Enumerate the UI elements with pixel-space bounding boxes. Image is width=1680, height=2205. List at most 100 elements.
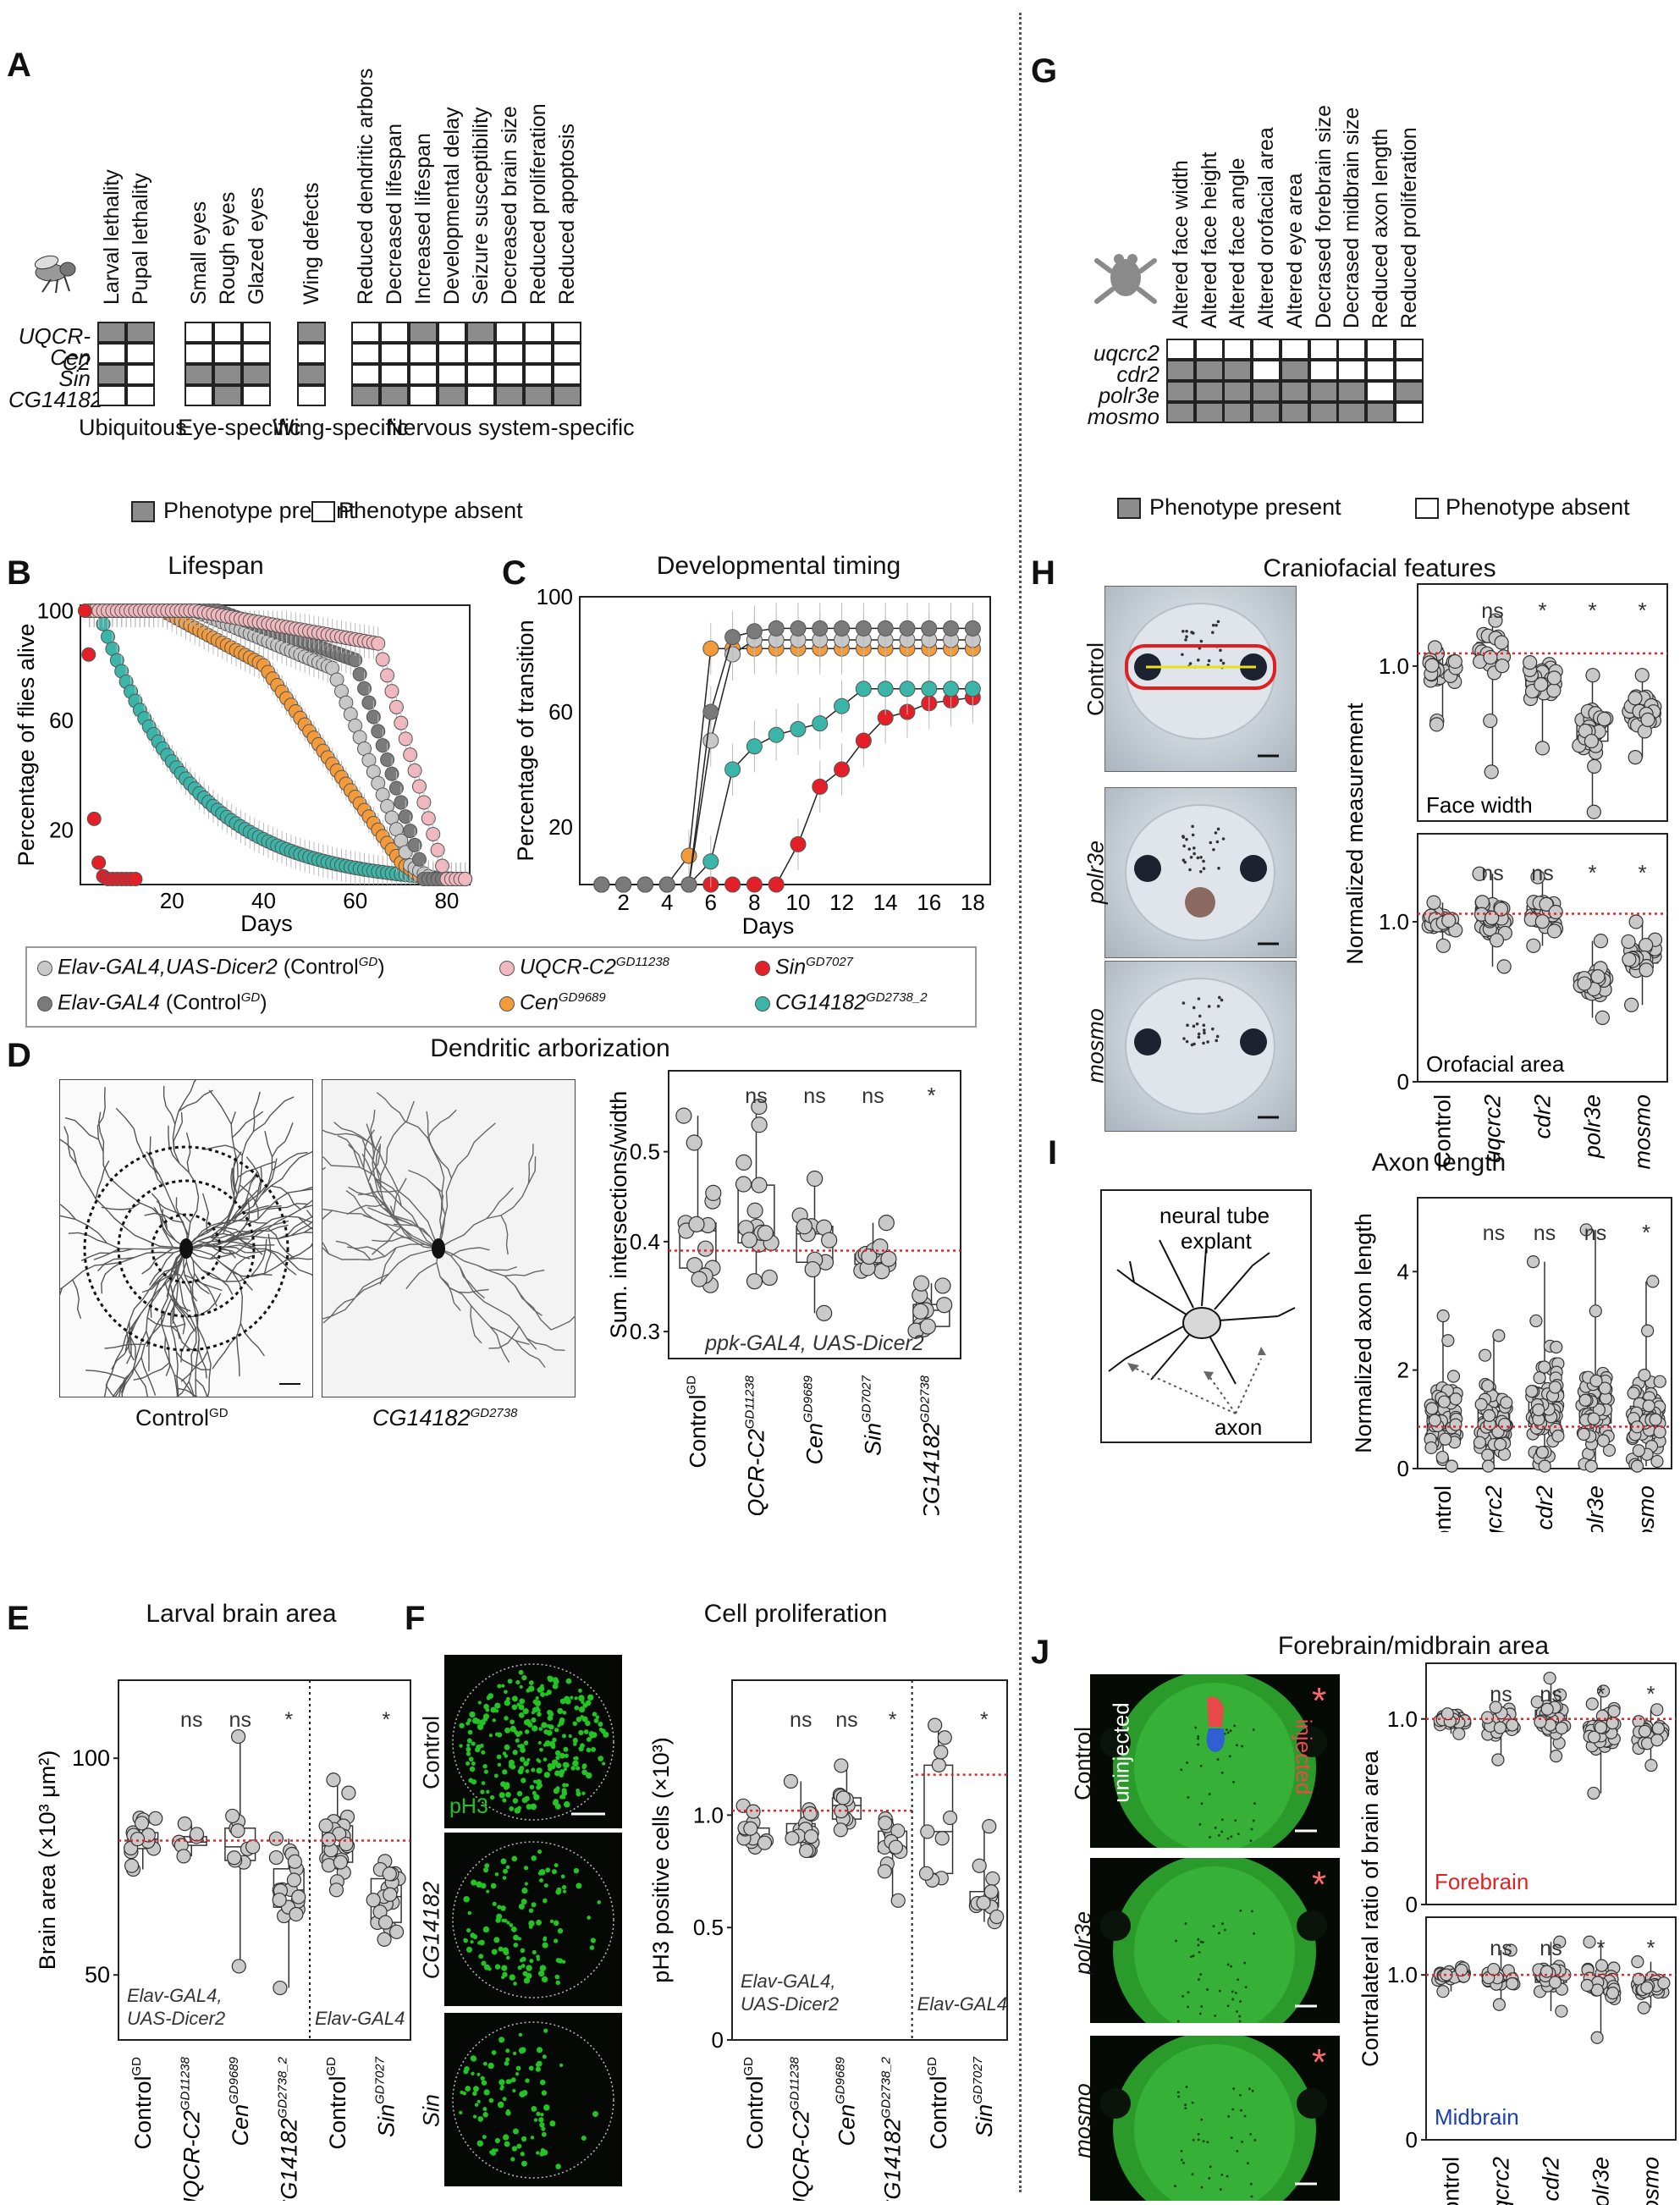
category-sup: GD [324,2057,339,2076]
dendrite-branch [405,1262,438,1290]
data-point [230,1823,245,1838]
significance-label: * [1596,1681,1605,1706]
data-point [1585,1697,1599,1711]
ph3-cell [533,2118,538,2122]
legend-close: ) [377,955,385,979]
category-label: uqcrc2 [1481,1486,1506,1532]
ph3-cell [521,1887,528,1894]
pigment-dot [1193,1042,1196,1046]
column-header-2: Altered face angle [1226,157,1250,328]
dendrite-branch [185,1261,210,1295]
ph3-cell [459,1723,465,1728]
data-point [1596,711,1611,727]
plot-frame [1425,1916,1677,2141]
dendrite-caption-cg14182: CG14182GD2738 [372,1405,518,1430]
ph3-cell [519,1698,526,1705]
ph3-cell [478,1939,485,1946]
data-point [1504,1943,1518,1957]
data-point [1587,758,1602,774]
data-point [124,1858,140,1873]
ph3-cell [570,1695,574,1700]
category-label: SinGD7027 [860,1375,886,1456]
dendrite-branch [237,1160,276,1178]
ph3-cell [543,1898,548,1904]
data-point [318,1818,333,1833]
phenotype-cell [524,322,553,343]
data-point [1425,1402,1439,1415]
speckle [1180,2149,1183,2153]
ph3-cell [497,2101,504,2109]
data-point [688,1216,705,1232]
data-point [1428,1414,1441,1427]
ph3-cell [536,2060,543,2067]
ph3-cell [516,2143,522,2149]
ph3-cell [586,1747,592,1753]
speckle [1209,2165,1212,2169]
ph3-cell [472,2086,479,2092]
ph3-cell [465,1746,471,1752]
ph3-cell [510,1725,516,1733]
dendrite-branch [212,1243,251,1260]
category-name: Sin [861,1423,886,1456]
forebrain-region [1207,1696,1224,1727]
data-point [816,1304,833,1321]
speckle [1219,2188,1222,2191]
speckle [1182,2161,1185,2164]
tadpole-photo-mosmo [1104,961,1297,1132]
data-point [702,853,719,870]
speckle [1253,1932,1256,1935]
ph3-cell [486,1889,490,1894]
plot-frame [579,596,991,885]
data-point [989,1909,1005,1925]
ph3-cell [463,1938,467,1942]
dendrite-branch [369,1182,394,1217]
data-point [1628,750,1643,765]
ph3-cell [518,2032,523,2037]
data-point [1596,1434,1611,1447]
data-point [890,1893,906,1908]
speckle [1236,2010,1238,2013]
fly-icon [34,255,76,294]
y-tick: 1.0 [1379,653,1409,679]
data-point [983,1884,999,1899]
brain-outline [452,2021,614,2179]
dendrite-branch [134,1369,148,1397]
pigment-dot [1185,1039,1189,1044]
data-point [1650,1454,1664,1469]
speckle [1253,2138,1257,2142]
data-point [384,766,399,781]
phenotype-cell [185,322,213,343]
ph3-cell [576,1883,582,1889]
dendrite-branch [232,1271,273,1277]
row-label-control: Control [1082,642,1109,717]
ph3-cell [559,1769,565,1775]
panel-c-label: C [502,554,526,592]
row-label-cdr2: cdr2 [1116,361,1159,387]
y-tick: 2 [1397,1358,1409,1383]
uninjected-label: uninjected [1108,1702,1134,1803]
column-header-3: Rough eyes [216,191,240,305]
eye-right [1297,1910,1327,1941]
phenotype-cell [438,322,466,343]
speckle [1216,1758,1220,1761]
data-point [735,1176,752,1193]
data-point [366,1893,381,1908]
column-header-13: Reduced apoptosis [555,123,579,305]
ph3-cell [505,1791,511,1798]
data-point [1429,717,1445,732]
data-point [176,1849,191,1864]
data-point [388,699,404,714]
data-point [1452,1727,1466,1740]
column-header-1: Altered face height [1197,152,1221,328]
y-axis-label: Sum. intersections/width [606,1091,631,1339]
dendrite-branch [251,1238,267,1276]
ph3-cell [523,1977,531,1984]
speckle [1249,2133,1253,2136]
phenotype-cell [1166,402,1195,423]
plot-frame [731,1679,1008,2041]
ph3-cell [537,1970,545,1977]
data-point [1546,923,1562,939]
category-name: Sin [373,2104,399,2137]
legend-entry: UQCR-C2GD11238 [499,955,669,979]
dendrite-branch [337,1135,361,1168]
